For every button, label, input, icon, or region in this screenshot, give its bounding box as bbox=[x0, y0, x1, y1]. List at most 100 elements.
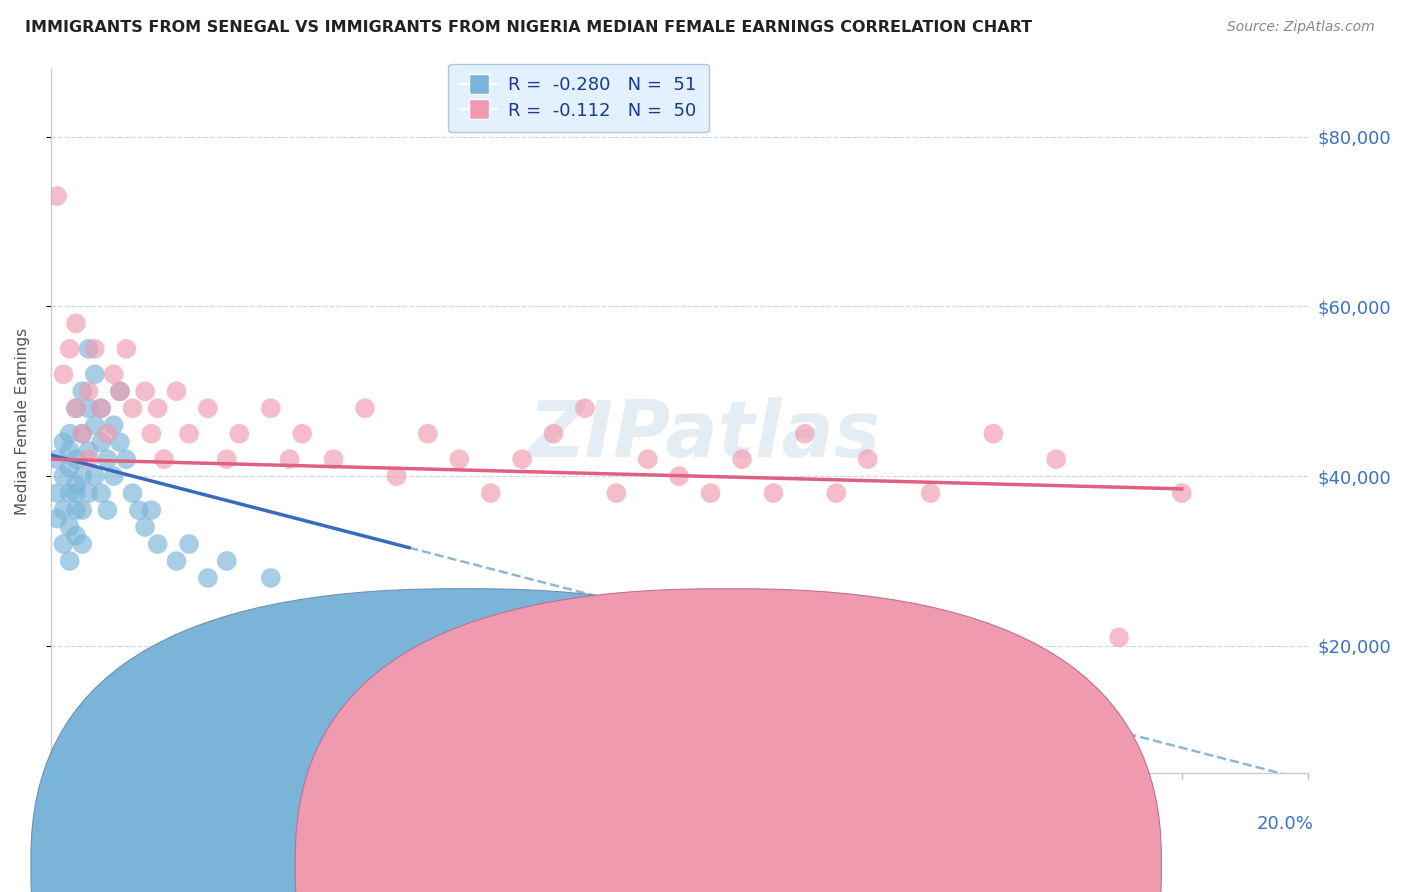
Point bbox=[83, 368, 105, 382]
Point bbox=[278, 452, 301, 467]
Point bbox=[134, 520, 156, 534]
Text: Immigrants from Nigeria: Immigrants from Nigeria bbox=[738, 855, 957, 872]
Text: ZIPatlas: ZIPatlas bbox=[529, 397, 880, 473]
Point bbox=[65, 486, 87, 500]
Point bbox=[52, 503, 75, 517]
Point bbox=[121, 486, 143, 500]
Text: 0.0%: 0.0% bbox=[45, 815, 90, 833]
Point bbox=[146, 537, 169, 551]
Point bbox=[90, 435, 112, 450]
Point bbox=[77, 443, 100, 458]
Point bbox=[70, 469, 93, 483]
Point bbox=[983, 426, 1005, 441]
Point bbox=[177, 426, 200, 441]
Point bbox=[83, 418, 105, 433]
Point bbox=[605, 486, 627, 500]
Text: Immigrants from Senegal: Immigrants from Senegal bbox=[478, 855, 704, 872]
Point bbox=[59, 520, 82, 534]
Point bbox=[574, 401, 596, 416]
Point bbox=[121, 401, 143, 416]
Point bbox=[46, 486, 69, 500]
Point bbox=[46, 189, 69, 203]
Point bbox=[479, 486, 502, 500]
Point bbox=[65, 401, 87, 416]
Point bbox=[65, 477, 87, 491]
Point bbox=[856, 452, 879, 467]
Point bbox=[52, 368, 75, 382]
Point bbox=[322, 452, 344, 467]
Point bbox=[77, 486, 100, 500]
Point bbox=[762, 486, 785, 500]
Point bbox=[77, 342, 100, 356]
Point bbox=[59, 460, 82, 475]
Point bbox=[59, 554, 82, 568]
Point bbox=[260, 401, 283, 416]
Point bbox=[103, 368, 125, 382]
Point bbox=[1108, 631, 1130, 645]
Point bbox=[59, 443, 82, 458]
Point bbox=[825, 486, 848, 500]
Point bbox=[731, 452, 754, 467]
Point bbox=[260, 571, 283, 585]
Point bbox=[108, 384, 131, 399]
Point bbox=[59, 426, 82, 441]
Point bbox=[920, 486, 942, 500]
Point bbox=[141, 426, 163, 441]
Point bbox=[96, 503, 118, 517]
Point bbox=[46, 511, 69, 525]
Point bbox=[65, 317, 87, 331]
Point bbox=[90, 486, 112, 500]
Point bbox=[65, 452, 87, 467]
Text: IMMIGRANTS FROM SENEGAL VS IMMIGRANTS FROM NIGERIA MEDIAN FEMALE EARNINGS CORREL: IMMIGRANTS FROM SENEGAL VS IMMIGRANTS FR… bbox=[25, 20, 1032, 35]
Point bbox=[291, 426, 314, 441]
Point bbox=[793, 426, 815, 441]
Point bbox=[215, 452, 238, 467]
Point bbox=[115, 342, 138, 356]
Point bbox=[103, 469, 125, 483]
Point bbox=[166, 384, 188, 399]
Point bbox=[1045, 452, 1067, 467]
Point bbox=[52, 537, 75, 551]
Point bbox=[228, 426, 250, 441]
Point bbox=[197, 571, 219, 585]
Point bbox=[197, 401, 219, 416]
Point bbox=[385, 469, 408, 483]
Point bbox=[70, 537, 93, 551]
Point bbox=[354, 401, 377, 416]
Point bbox=[1171, 486, 1194, 500]
Point bbox=[65, 503, 87, 517]
Y-axis label: Median Female Earnings: Median Female Earnings bbox=[15, 327, 30, 515]
Point bbox=[141, 503, 163, 517]
Point bbox=[96, 426, 118, 441]
Point bbox=[637, 452, 659, 467]
Point bbox=[70, 503, 93, 517]
Point bbox=[108, 435, 131, 450]
Point bbox=[543, 426, 565, 441]
Point bbox=[128, 503, 150, 517]
Point bbox=[65, 401, 87, 416]
Point bbox=[96, 452, 118, 467]
Point bbox=[70, 426, 93, 441]
Point bbox=[146, 401, 169, 416]
Point bbox=[115, 452, 138, 467]
Point bbox=[59, 486, 82, 500]
Point bbox=[90, 401, 112, 416]
Point bbox=[77, 452, 100, 467]
Point bbox=[70, 384, 93, 399]
Point bbox=[699, 486, 721, 500]
Point bbox=[65, 528, 87, 542]
Text: Source: ZipAtlas.com: Source: ZipAtlas.com bbox=[1227, 20, 1375, 34]
Point bbox=[83, 342, 105, 356]
Point bbox=[134, 384, 156, 399]
Point bbox=[103, 418, 125, 433]
Point bbox=[177, 537, 200, 551]
Point bbox=[90, 401, 112, 416]
Point bbox=[668, 469, 690, 483]
Point bbox=[166, 554, 188, 568]
Point bbox=[52, 469, 75, 483]
Legend: R =  -0.280   N =  51, R =  -0.112   N =  50: R = -0.280 N = 51, R = -0.112 N = 50 bbox=[449, 63, 709, 132]
Point bbox=[510, 452, 533, 467]
Point bbox=[83, 469, 105, 483]
Point bbox=[46, 452, 69, 467]
Point bbox=[108, 384, 131, 399]
